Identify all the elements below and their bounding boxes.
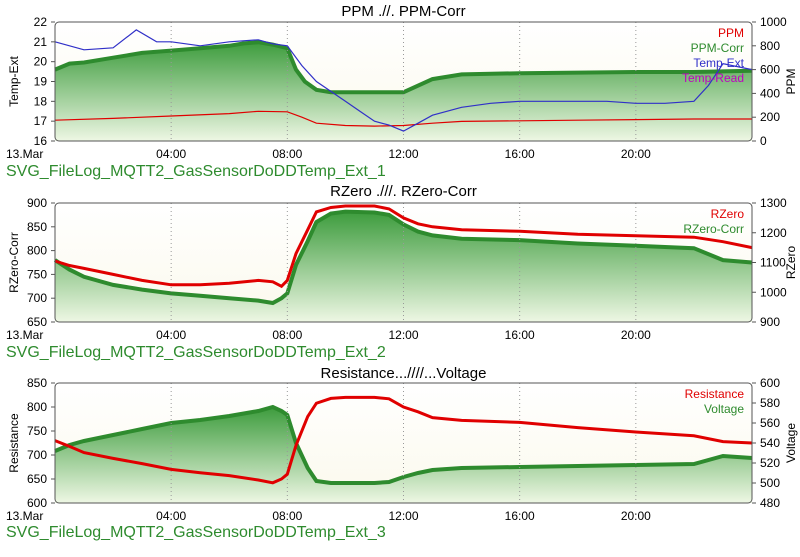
xtick-label: 16:00: [505, 328, 535, 342]
xtick-label: 04:00: [156, 328, 186, 342]
ytick-right-label: 1300: [760, 196, 787, 210]
xtick-label: 20:00: [621, 509, 651, 523]
ytick-right-label: 540: [760, 436, 780, 450]
ylabel-right: RZero: [784, 246, 798, 280]
ytick-right-label: 480: [760, 496, 780, 510]
xtick-label: 16:00: [505, 147, 535, 161]
ytick-right-label: 560: [760, 416, 780, 430]
series-line-rzero: [54, 204, 753, 289]
panel-link-3[interactable]: SVG_FileLog_MQTT2_GasSensorDoDDTemp_Ext_…: [6, 524, 386, 541]
chart-panel-1: PPM .//. PPM-Corr 16 17 18 19 20 21 22 0 200 400 60…: [6, 3, 798, 161]
ytick-right-label: 1200: [760, 226, 787, 240]
ytick-right-label: 600: [760, 376, 780, 390]
series-line-ppm: [54, 110, 752, 127]
ytick-right-label: 600: [760, 63, 780, 77]
ytick-left-label: 22: [34, 15, 48, 29]
chart-panel-2: RZero .///. RZero-Corr 650 700 750 800 850 900…: [6, 183, 798, 342]
legend-entry: RZero-Corr: [683, 222, 744, 236]
series-line-rzero-corr: [53, 209, 753, 306]
xtick-label: 08:00: [272, 328, 302, 342]
ytick-right-label: 0: [760, 134, 767, 148]
ytick-right-label: 520: [760, 456, 780, 470]
panel-link-1[interactable]: SVG_FileLog_MQTT2_GasSensorDoDDTemp_Ext_…: [6, 163, 386, 180]
ytick-right-label: 1000: [760, 285, 787, 299]
legend-entry: PPM-Corr: [691, 41, 744, 55]
ytick-left-label: 800: [27, 400, 47, 414]
ytick-left-label: 750: [27, 267, 47, 281]
ytick-left-label: 16: [34, 134, 48, 148]
legend-entry: Temp-Read: [682, 71, 744, 85]
ytick-left-label: 850: [27, 376, 47, 390]
xtick-label: 16:00: [505, 509, 535, 523]
xtick-label: 12:00: [388, 328, 418, 342]
xtick-label: 08:00: [272, 147, 302, 161]
xtick-label: 04:00: [156, 509, 186, 523]
chart-panel-3: Resistance...////...Voltage 600 650 700 750 8…: [6, 365, 798, 523]
xtick-date-label: 13.Mar: [6, 328, 43, 342]
ytick-left-label: 650: [27, 315, 47, 329]
ytick-right-label: 500: [760, 476, 780, 490]
ytick-right-label: 900: [760, 315, 780, 329]
xtick-label: 20:00: [621, 328, 651, 342]
ytick-left-label: 20: [34, 55, 48, 69]
ylabel-right: Voltage: [784, 423, 798, 463]
ytick-left-label: 800: [27, 244, 47, 258]
series-area-ppm-corr: [55, 42, 752, 142]
chart-title: PPM .//. PPM-Corr: [341, 3, 465, 20]
ytick-left-label: 700: [27, 448, 47, 462]
series-area-rzero-corr: [55, 211, 752, 322]
series-area-voltage: [55, 407, 752, 503]
xtick-label: 04:00: [156, 147, 186, 161]
xtick-label: 12:00: [388, 147, 418, 161]
panel-link-2[interactable]: SVG_FileLog_MQTT2_GasSensorDoDDTemp_Ext_…: [6, 344, 386, 361]
ytick-right-label: 1100: [760, 256, 786, 270]
ytick-right-label: 400: [760, 86, 780, 100]
xtick-label: 20:00: [621, 147, 651, 161]
ytick-left-label: 750: [27, 424, 47, 438]
ylabel-left: RZero-Corr: [7, 232, 21, 293]
legend-entry: PPM: [718, 26, 744, 40]
ytick-left-label: 650: [27, 472, 47, 486]
ylabel-left: Resistance: [7, 413, 21, 473]
ytick-left-label: 850: [27, 220, 47, 234]
xtick-date-label: 13.Mar: [6, 509, 43, 523]
legend-entry: Voltage: [704, 402, 744, 416]
xtick-label: 12:00: [388, 509, 418, 523]
series-line-ppm-corr: [54, 40, 753, 95]
xtick-date-label: 13.Mar: [6, 147, 43, 161]
xtick-label: 08:00: [272, 509, 302, 523]
series-line-temp-ext: [54, 29, 753, 132]
ylabel-left: Temp-Ext: [7, 56, 21, 107]
ytick-right-label: 580: [760, 396, 780, 410]
series-line-voltage: [54, 404, 753, 485]
legend-entry: Temp-Ext: [693, 56, 744, 70]
chart-title: Resistance...////...Voltage: [321, 365, 487, 382]
ytick-right-label: 1000: [760, 15, 787, 29]
ytick-left-label: 900: [27, 196, 47, 210]
legend-entry: Resistance: [685, 387, 745, 401]
ytick-left-label: 600: [27, 496, 47, 510]
ytick-left-label: 700: [27, 291, 47, 305]
ytick-left-label: 21: [34, 35, 48, 49]
ylabel-right: PPM: [784, 68, 798, 94]
ytick-left-label: 19: [34, 75, 48, 89]
legend-entry: RZero: [711, 207, 745, 221]
ytick-right-label: 800: [760, 39, 780, 53]
ytick-left-label: 18: [34, 94, 48, 108]
ytick-right-label: 200: [760, 110, 780, 124]
chart-title: RZero .///. RZero-Corr: [330, 183, 477, 200]
ytick-left-label: 17: [34, 114, 48, 128]
series-line-resistance: [54, 395, 753, 485]
